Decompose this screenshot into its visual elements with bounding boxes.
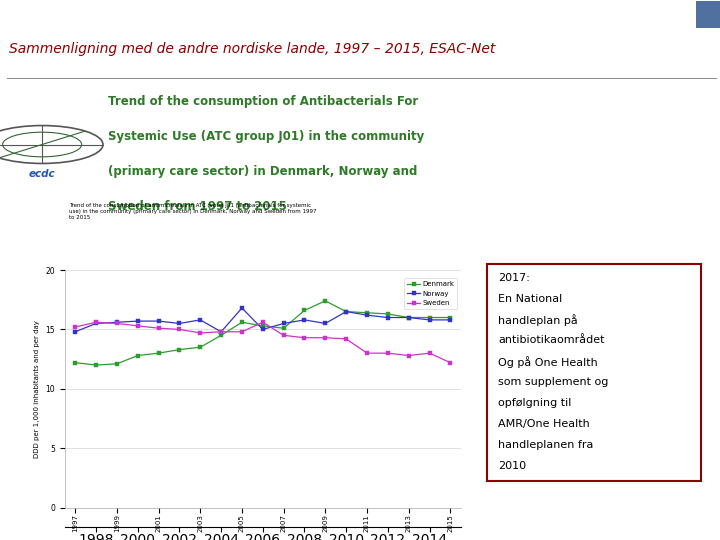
Denmark (154, 350, 163, 356)
Bar (696, 2, 720, 28)
Denmark (321, 298, 330, 304)
Sweden (71, 324, 79, 330)
FancyBboxPatch shape (487, 264, 701, 482)
Denmark (363, 309, 372, 316)
Norway (279, 320, 288, 327)
Line: Norway: Norway (73, 306, 452, 334)
Line: Denmark: Denmark (73, 299, 452, 367)
Norway (426, 316, 434, 323)
Denmark (258, 322, 267, 329)
Text: Og på One Health: Og på One Health (498, 356, 598, 368)
Denmark (238, 319, 246, 326)
Norway (71, 328, 79, 335)
Norway (175, 320, 184, 327)
Text: opfølgning til: opfølgning til (498, 398, 572, 408)
Text: Trend of the consumption of antimicrobials in ATC group J01 (antibacterials for : Trend of the consumption of antimicrobia… (68, 204, 316, 220)
Text: Sammenligning med de andre nordiske lande, 1997 – 2015, ESAC-Net: Sammenligning med de andre nordiske land… (9, 42, 495, 56)
Sweden (154, 325, 163, 332)
Sweden (258, 319, 267, 326)
Denmark (196, 344, 204, 350)
Denmark (217, 332, 225, 339)
Norway (258, 326, 267, 333)
Sweden (426, 350, 434, 356)
Sweden (405, 352, 413, 359)
Sweden (321, 334, 330, 341)
Text: handleplan på: handleplan på (498, 314, 577, 327)
Sweden (300, 334, 309, 341)
Norway (91, 320, 100, 327)
Text: Sweden from 1997 to 2015: Sweden from 1997 to 2015 (108, 200, 287, 213)
Norway (321, 320, 330, 327)
Denmark (405, 314, 413, 321)
Norway (363, 312, 372, 319)
Sweden (446, 360, 455, 366)
Text: Trend of the consumption of Antibacterials For: Trend of the consumption of Antibacteria… (108, 95, 418, 108)
Sweden (279, 332, 288, 339)
Text: antibiotikaområdet: antibiotikaområdet (498, 335, 605, 346)
Denmark (91, 362, 100, 368)
Denmark (300, 307, 309, 314)
Legend: Denmark, Norway, Sweden: Denmark, Norway, Sweden (405, 278, 457, 309)
Norway (384, 314, 392, 321)
Denmark (175, 346, 184, 353)
Text: ecdc: ecdc (29, 168, 55, 179)
Sweden (112, 320, 121, 327)
Sweden (196, 330, 204, 336)
Denmark (133, 352, 142, 359)
Sweden (363, 350, 372, 356)
Norway (300, 316, 309, 323)
Sweden (342, 336, 351, 342)
Text: (primary care sector) in Denmark, Norway and: (primary care sector) in Denmark, Norway… (108, 165, 417, 178)
Norway (217, 328, 225, 335)
Sweden (133, 322, 142, 329)
Denmark (112, 361, 121, 367)
Denmark (426, 314, 434, 321)
Norway (196, 316, 204, 323)
Text: 2010: 2010 (498, 461, 526, 470)
Text: Systemic Use (ATC group J01) in the community: Systemic Use (ATC group J01) in the comm… (108, 130, 424, 143)
Norway (405, 314, 413, 321)
Sweden (217, 328, 225, 335)
Text: handleplanen fra: handleplanen fra (498, 440, 593, 450)
Denmark (279, 325, 288, 332)
Denmark (384, 310, 392, 317)
Denmark (446, 314, 455, 321)
Text: AMR/One Health: AMR/One Health (498, 419, 590, 429)
Sweden (175, 326, 184, 333)
Norway (133, 318, 142, 325)
Norway (238, 305, 246, 311)
Y-axis label: DDD per 1,000 inhabitants and per day: DDD per 1,000 inhabitants and per day (34, 320, 40, 458)
Norway (154, 318, 163, 325)
Text: som supplement og: som supplement og (498, 377, 608, 387)
Denmark (71, 360, 79, 366)
Sweden (238, 328, 246, 335)
Sweden (384, 350, 392, 356)
Norway (342, 308, 351, 315)
Norway (112, 319, 121, 326)
Sweden (91, 319, 100, 326)
Text: En National: En National (498, 294, 562, 303)
Text: DANMAP: DANMAP (624, 10, 686, 23)
Norway (446, 316, 455, 323)
Denmark (342, 308, 351, 315)
Text: 2017:: 2017: (498, 273, 530, 283)
Line: Sweden: Sweden (73, 320, 452, 364)
